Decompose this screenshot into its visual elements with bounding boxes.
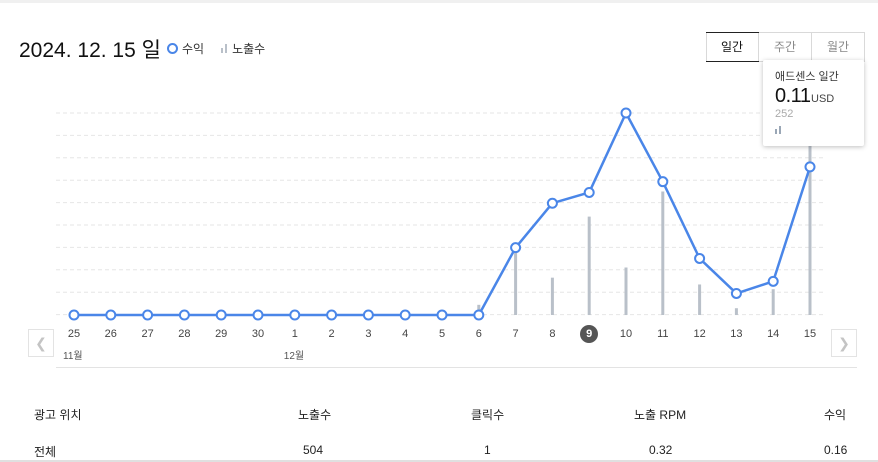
revenue-point[interactable] [436,309,448,321]
x-label-selected[interactable]: 9 [580,325,599,343]
x-label[interactable]: 13 [730,328,743,340]
month-label: 11월 [63,351,83,362]
th-revenue: 수익 [824,408,847,422]
revenue-point[interactable] [105,309,117,321]
revenue-point[interactable] [289,309,301,321]
impressions-legend-label: 노출수 [232,42,266,56]
period-toggle: 일간 주간 월간 [706,32,865,62]
next-arrow-icon[interactable]: ❯ [831,329,857,357]
tooltip-impressions: 252 [775,108,794,120]
cell-clicks: 1 [484,443,491,457]
revenue-point[interactable] [657,176,669,188]
x-label[interactable]: 25 [67,328,81,340]
x-label[interactable]: 30 [251,328,265,340]
th-ad-position: 광고 위치 [34,408,82,422]
impressions-bar [661,191,665,315]
x-label[interactable]: 4 [402,328,409,340]
x-label[interactable]: 27 [141,328,154,340]
impressions-bar [587,216,591,315]
cell-rpm: 0.32 [649,443,673,457]
x-label[interactable]: 15 [803,328,817,340]
x-label[interactable]: 14 [767,328,780,340]
impressions-bar [624,267,628,315]
revenue-point[interactable] [620,107,632,119]
revenue-legend-label: 수익 [182,42,205,56]
revenue-point[interactable] [730,287,742,299]
x-label[interactable]: 8 [549,328,556,340]
revenue-point[interactable] [142,309,154,321]
x-label[interactable]: 2 [328,328,335,340]
impressions-bar [698,284,702,315]
cell-revenue: 0.16 [824,443,848,457]
revenue-legend-icon [167,43,178,54]
revenue-point[interactable] [804,161,816,173]
x-label[interactable]: 12 [693,328,706,340]
cell-ad-position: 전체 [34,445,57,459]
x-label[interactable]: 1 [291,328,298,340]
impressions-bar [550,277,554,315]
revenue-point[interactable] [583,186,595,198]
revenue-point[interactable] [694,252,706,264]
tooltip-value: 0.11 [775,85,811,107]
revenue-point[interactable] [399,309,411,321]
x-label[interactable]: 3 [365,328,372,340]
revenue-point[interactable] [326,309,338,321]
chart-tooltip: 애드센스 일간 0.11 USD 252 [763,60,864,146]
revenue-point[interactable] [252,309,264,321]
impressions-icon [775,126,781,134]
th-rpm: 노출 RPM [634,408,687,422]
revenue-point[interactable] [68,309,80,321]
th-clicks: 클릭수 [471,408,505,422]
x-label[interactable]: 5 [438,328,446,340]
x-label[interactable]: 29 [215,328,228,340]
x-label[interactable]: 7 [512,328,519,340]
bottom-border [0,460,878,462]
x-label[interactable]: 11 [657,328,669,340]
impressions-bar [808,144,812,315]
cell-impressions: 504 [303,443,324,457]
x-label[interactable]: 26 [104,328,117,340]
revenue-point[interactable] [473,309,485,321]
chart-legend: 수익 노출수 [167,40,265,57]
prev-arrow-icon[interactable]: ❮ [28,329,54,357]
revenue-point[interactable] [510,242,522,254]
x-label[interactable]: 6 [475,328,482,340]
impressions-bar [734,308,738,315]
revenue-point[interactable] [178,309,190,321]
tab-weekly[interactable]: 주간 [758,33,811,61]
tooltip-title: 애드센스 일간 [775,71,839,83]
th-impressions: 노출수 [298,408,332,422]
impressions-bar [771,289,775,315]
revenue-point[interactable] [362,309,374,321]
revenue-point[interactable] [546,197,558,209]
tab-monthly[interactable]: 월간 [811,33,864,61]
impressions-legend-icon [221,44,228,53]
x-label[interactable]: 10 [619,328,633,340]
revenue-point[interactable] [767,275,779,287]
month-label: 12월 [283,351,305,362]
revenue-point[interactable] [215,309,227,321]
date-title: 2024. 12. 15 일 [19,39,161,62]
top-border [0,0,878,3]
section-divider [56,367,857,368]
x-label[interactable]: 28 [178,328,191,340]
tooltip-unit: USD [811,93,835,105]
impressions-bar [514,250,518,315]
